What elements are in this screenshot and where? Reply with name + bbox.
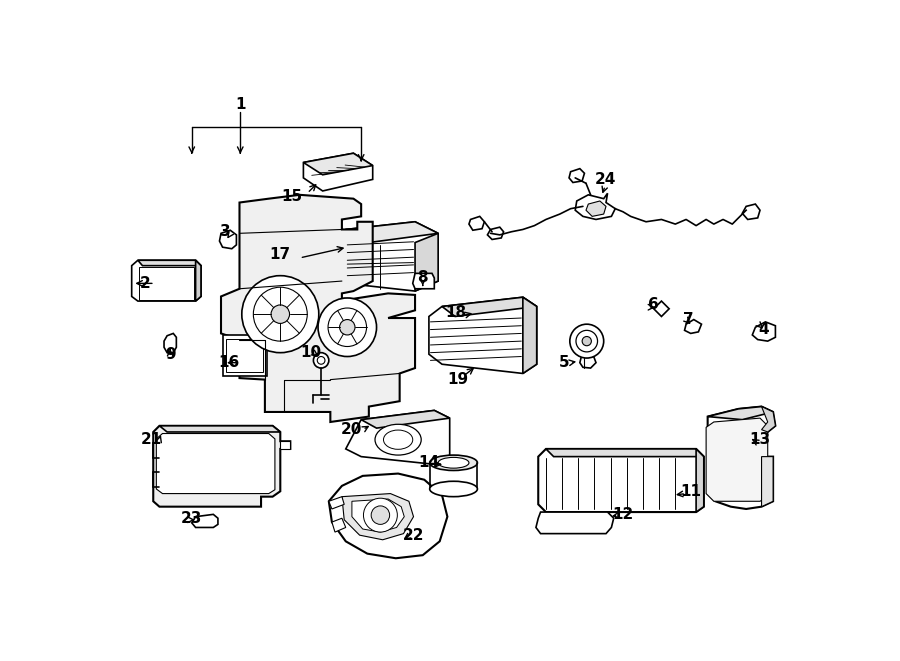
Ellipse shape <box>429 481 477 496</box>
Polygon shape <box>131 260 201 301</box>
Polygon shape <box>742 204 760 219</box>
Polygon shape <box>415 233 438 291</box>
Text: 7: 7 <box>683 312 694 327</box>
Polygon shape <box>586 201 606 216</box>
Text: 16: 16 <box>218 355 239 370</box>
Circle shape <box>271 305 290 323</box>
Polygon shape <box>752 322 776 341</box>
Polygon shape <box>303 153 373 175</box>
Polygon shape <box>342 494 413 540</box>
Polygon shape <box>575 193 616 219</box>
Polygon shape <box>332 518 346 532</box>
Polygon shape <box>195 260 201 301</box>
Polygon shape <box>413 274 435 289</box>
Polygon shape <box>221 195 415 422</box>
Polygon shape <box>538 449 704 512</box>
Text: 23: 23 <box>181 511 202 525</box>
Polygon shape <box>140 267 194 299</box>
Circle shape <box>313 353 328 368</box>
Text: 10: 10 <box>301 345 321 360</box>
Text: 6: 6 <box>648 297 659 313</box>
Polygon shape <box>222 335 267 375</box>
Circle shape <box>364 498 397 532</box>
Text: 12: 12 <box>612 507 634 522</box>
Polygon shape <box>138 260 201 266</box>
Polygon shape <box>536 512 614 533</box>
Circle shape <box>254 288 307 341</box>
Polygon shape <box>352 499 404 532</box>
Text: 5: 5 <box>558 355 569 370</box>
Text: 19: 19 <box>446 372 468 387</box>
Polygon shape <box>346 222 438 243</box>
Text: 24: 24 <box>595 172 616 187</box>
Polygon shape <box>153 426 291 507</box>
Polygon shape <box>488 227 504 239</box>
Polygon shape <box>696 449 704 512</box>
Polygon shape <box>442 297 536 317</box>
Polygon shape <box>707 407 776 509</box>
Text: 9: 9 <box>165 348 176 362</box>
Ellipse shape <box>438 457 469 468</box>
Ellipse shape <box>375 424 421 455</box>
Text: 13: 13 <box>750 432 770 447</box>
Polygon shape <box>569 169 584 182</box>
Polygon shape <box>761 457 773 507</box>
Polygon shape <box>653 301 669 317</box>
Polygon shape <box>685 319 701 333</box>
Polygon shape <box>580 356 596 368</box>
Text: 20: 20 <box>341 422 363 437</box>
Polygon shape <box>469 216 484 230</box>
Circle shape <box>318 356 325 364</box>
Text: 11: 11 <box>680 484 701 499</box>
Text: 14: 14 <box>418 455 439 470</box>
Circle shape <box>339 319 355 335</box>
Polygon shape <box>280 442 291 449</box>
Polygon shape <box>546 449 704 457</box>
Circle shape <box>582 336 591 346</box>
Ellipse shape <box>383 430 413 449</box>
Polygon shape <box>706 418 768 501</box>
Text: 4: 4 <box>759 322 769 337</box>
Polygon shape <box>361 410 450 428</box>
Polygon shape <box>164 333 176 353</box>
Circle shape <box>570 324 604 358</box>
Text: 2: 2 <box>140 276 151 291</box>
Text: 15: 15 <box>282 189 302 204</box>
Polygon shape <box>523 297 536 373</box>
Circle shape <box>371 506 390 524</box>
Polygon shape <box>328 473 447 559</box>
Polygon shape <box>159 426 280 432</box>
Text: 21: 21 <box>141 432 162 447</box>
Polygon shape <box>346 222 438 291</box>
Text: 17: 17 <box>270 247 291 262</box>
Polygon shape <box>220 230 237 249</box>
Polygon shape <box>192 514 218 527</box>
Polygon shape <box>328 496 344 509</box>
Text: 22: 22 <box>403 528 424 543</box>
Polygon shape <box>707 407 773 420</box>
Polygon shape <box>303 153 373 191</box>
Polygon shape <box>429 297 536 373</box>
Polygon shape <box>761 407 776 432</box>
Text: 8: 8 <box>418 270 428 286</box>
Circle shape <box>328 308 366 346</box>
Polygon shape <box>157 434 274 494</box>
Polygon shape <box>227 339 264 372</box>
Polygon shape <box>346 410 450 464</box>
Circle shape <box>576 330 598 352</box>
Text: 1: 1 <box>235 97 246 112</box>
Circle shape <box>318 298 376 356</box>
Text: 18: 18 <box>446 305 466 320</box>
Ellipse shape <box>429 455 477 471</box>
Circle shape <box>242 276 319 353</box>
Text: 3: 3 <box>220 224 230 239</box>
